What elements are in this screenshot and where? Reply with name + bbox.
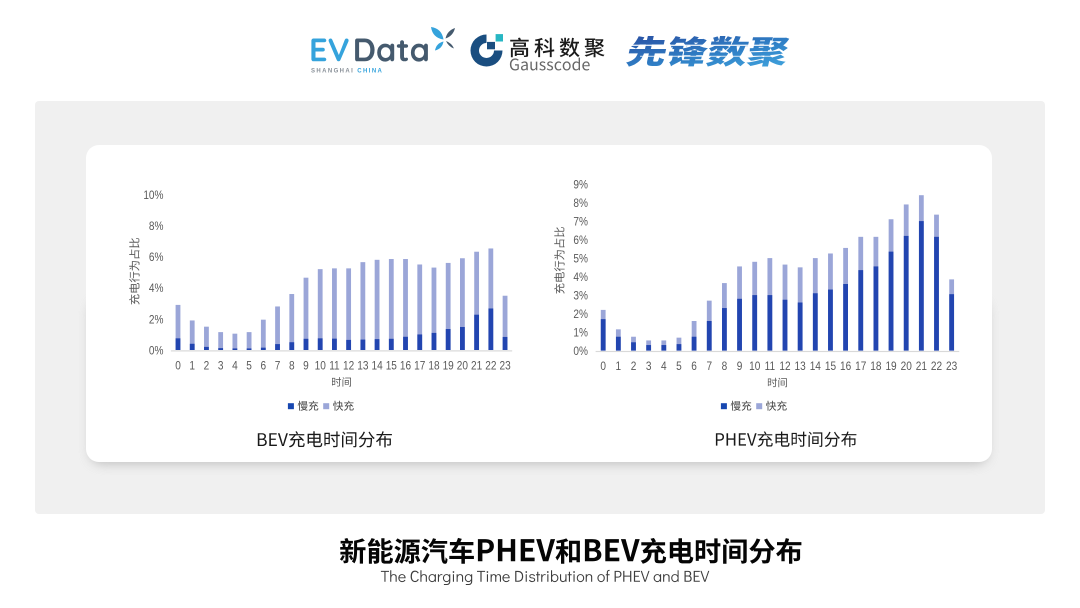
svg-text:5: 5 xyxy=(676,360,682,373)
svg-text:2: 2 xyxy=(631,360,637,373)
svg-text:SHANGHAI CHINA: SHANGHAI CHINA xyxy=(311,69,383,75)
svg-text:17: 17 xyxy=(855,360,866,373)
svg-text:22: 22 xyxy=(485,360,496,373)
svg-text:1: 1 xyxy=(616,360,622,373)
svg-text:21: 21 xyxy=(916,360,927,373)
svg-text:3: 3 xyxy=(646,360,652,373)
svg-text:8%: 8% xyxy=(149,220,164,233)
svg-text:3%: 3% xyxy=(573,290,588,303)
svg-text:0%: 0% xyxy=(573,345,588,358)
svg-text:14: 14 xyxy=(810,360,821,373)
svg-text:7: 7 xyxy=(275,360,281,373)
svg-text:22: 22 xyxy=(931,360,942,373)
svg-text:0: 0 xyxy=(600,360,606,373)
svg-text:23: 23 xyxy=(946,360,957,373)
svg-text:2%: 2% xyxy=(149,314,164,327)
svg-text:15: 15 xyxy=(386,360,397,373)
svg-text:16: 16 xyxy=(400,360,411,373)
svg-text:6: 6 xyxy=(261,360,267,373)
svg-text:10: 10 xyxy=(315,360,326,373)
svg-text:11: 11 xyxy=(329,360,339,373)
svg-text:13: 13 xyxy=(357,360,368,373)
svg-text:4%: 4% xyxy=(573,271,588,284)
svg-text:1%: 1% xyxy=(573,327,588,340)
svg-text:5%: 5% xyxy=(573,253,588,266)
svg-text:12: 12 xyxy=(779,360,790,373)
svg-text:17: 17 xyxy=(414,360,425,373)
svg-text:19: 19 xyxy=(443,360,454,373)
svg-text:9%: 9% xyxy=(573,179,588,192)
svg-text:23: 23 xyxy=(499,360,510,373)
svg-text:16: 16 xyxy=(840,360,851,373)
svg-text:0%: 0% xyxy=(149,345,164,358)
svg-text:5: 5 xyxy=(246,360,252,373)
svg-text:6: 6 xyxy=(691,360,697,373)
svg-text:21: 21 xyxy=(471,360,482,373)
svg-text:13: 13 xyxy=(795,360,806,373)
svg-text:11: 11 xyxy=(765,360,775,373)
svg-text:6%: 6% xyxy=(573,234,588,247)
svg-text:7%: 7% xyxy=(573,216,588,229)
svg-text:4: 4 xyxy=(232,360,238,373)
svg-text:9: 9 xyxy=(303,360,309,373)
svg-text:9: 9 xyxy=(737,360,743,373)
svg-text:14: 14 xyxy=(371,360,382,373)
svg-text:15: 15 xyxy=(825,360,836,373)
svg-text:8: 8 xyxy=(722,360,728,373)
svg-text:4: 4 xyxy=(661,360,667,373)
svg-text:20: 20 xyxy=(901,360,912,373)
svg-text:0: 0 xyxy=(175,360,181,373)
svg-text:12: 12 xyxy=(343,360,354,373)
svg-text:10: 10 xyxy=(749,360,760,373)
svg-text:8%: 8% xyxy=(573,197,588,210)
svg-text:7: 7 xyxy=(706,360,712,373)
svg-text:4%: 4% xyxy=(149,282,164,295)
svg-text:2%: 2% xyxy=(573,308,588,321)
svg-text:3: 3 xyxy=(218,360,224,373)
svg-text:18: 18 xyxy=(428,360,439,373)
svg-text:20: 20 xyxy=(457,360,468,373)
svg-text:1: 1 xyxy=(189,360,195,373)
svg-text:6%: 6% xyxy=(149,251,164,264)
svg-text:19: 19 xyxy=(885,360,896,373)
svg-text:18: 18 xyxy=(870,360,881,373)
svg-text:10%: 10% xyxy=(143,189,163,202)
svg-text:2: 2 xyxy=(204,360,210,373)
svg-text:8: 8 xyxy=(289,360,295,373)
